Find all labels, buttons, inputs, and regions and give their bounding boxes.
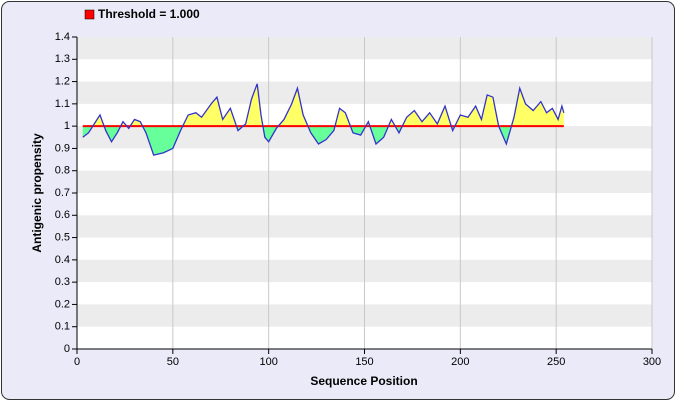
y-tick-label: 0.9 xyxy=(55,142,70,154)
y-tick-label: 1.2 xyxy=(55,75,70,87)
y-tick-label: 0.7 xyxy=(55,187,70,199)
legend-label: Threshold = 1.000 xyxy=(98,7,200,21)
x-tick-label: 50 xyxy=(167,356,179,368)
y-tick-label: 0.6 xyxy=(55,209,70,221)
x-tick-label: 100 xyxy=(259,356,277,368)
series-line xyxy=(82,83,565,156)
x-tick-label: 150 xyxy=(355,356,373,368)
y-tick-label: 0.8 xyxy=(55,165,70,177)
y-tick-label: 0.3 xyxy=(55,276,70,288)
y-axis-label: Antigenic propensity xyxy=(30,133,44,253)
y-tick-label: 0.5 xyxy=(55,231,70,243)
y-tick-label: 1.4 xyxy=(55,31,70,43)
x-tick-label: 200 xyxy=(451,356,469,368)
x-tick-label: 250 xyxy=(547,356,565,368)
x-axis-label: Sequence Position xyxy=(310,374,417,388)
y-tick-label: 0 xyxy=(64,343,70,355)
x-tick-label: 0 xyxy=(74,356,80,368)
x-tick-label: 300 xyxy=(643,356,661,368)
y-tick-label: 1.1 xyxy=(55,98,70,110)
legend-swatch xyxy=(84,9,95,20)
y-tick-label: 0.2 xyxy=(55,298,70,310)
y-tick-label: 0.4 xyxy=(55,254,70,266)
y-tick-label: 1 xyxy=(64,120,70,132)
y-tick-label: 0.1 xyxy=(55,321,70,333)
y-tick-label: 1.3 xyxy=(55,53,70,65)
